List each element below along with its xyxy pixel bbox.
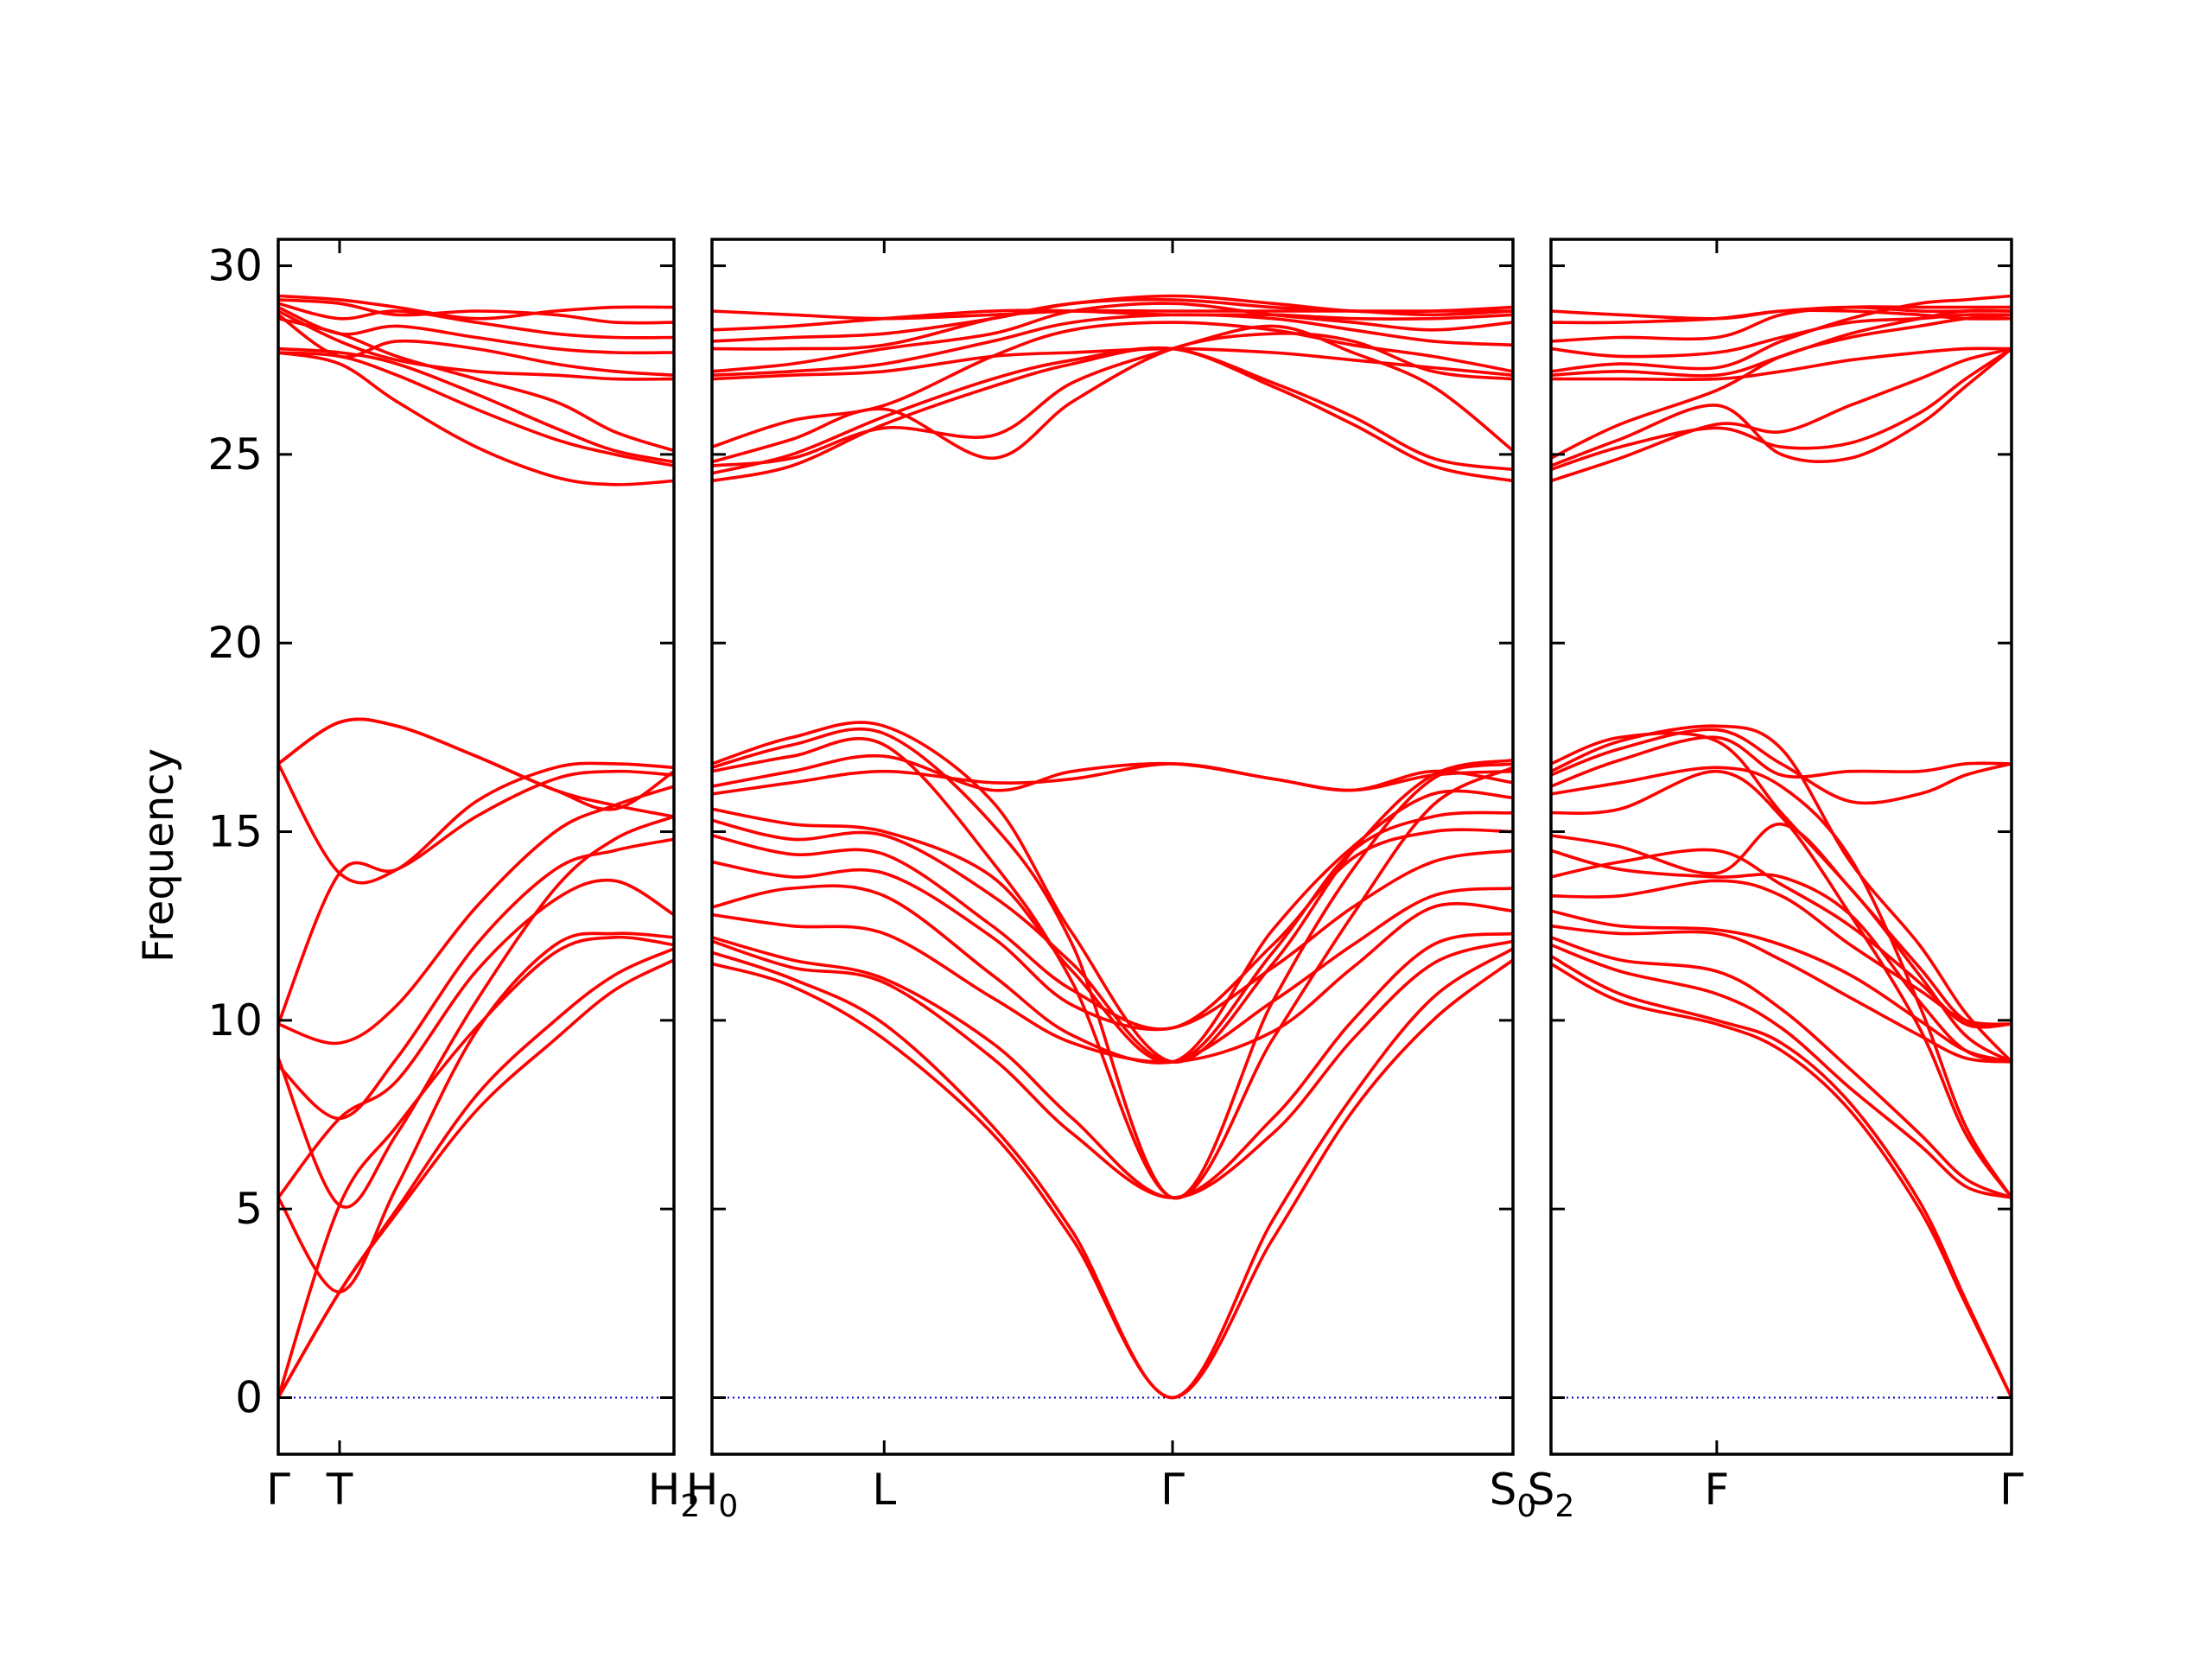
band-line-5 <box>1551 924 2012 1064</box>
band-line-27 <box>712 308 1513 321</box>
band-line-21 <box>712 346 1513 381</box>
x-tick-label: Γ <box>1160 1465 1185 1515</box>
band-line-22 <box>278 294 674 321</box>
x-tick-label: F <box>1704 1465 1729 1515</box>
band-line-18 <box>712 324 1513 467</box>
band-line-6 <box>712 884 1513 1065</box>
band-line-11 <box>712 762 1513 796</box>
y-tick-label: 30 <box>207 241 263 291</box>
y-tick-label: 25 <box>207 429 263 480</box>
band-line-9 <box>1551 849 2012 1064</box>
band-line-19 <box>278 305 674 355</box>
band-line-2 <box>1551 954 2012 1400</box>
band-line-5 <box>712 902 1513 1064</box>
panel-frame <box>710 238 1515 1456</box>
y-tick-labels: 0 5 10 15 20 25 30 <box>207 241 263 1423</box>
y-tick-label: 15 <box>207 807 263 857</box>
panel-frame <box>276 238 676 1456</box>
x-tick-label: Γ <box>266 1465 290 1515</box>
band-line-9 <box>278 769 674 1026</box>
panel-3: S2 F Γ <box>1528 238 2024 1524</box>
x-tick-label: T <box>326 1465 353 1515</box>
band-curves <box>278 294 674 1400</box>
panel-1: Γ T H2 <box>266 238 700 1524</box>
band-line-26 <box>712 308 1513 332</box>
band-line-3 <box>1551 943 2012 1199</box>
x-tick-label: L <box>872 1465 896 1515</box>
band-line-2 <box>278 947 674 1400</box>
band-line-10 <box>278 761 674 885</box>
band-line-12 <box>1551 766 2012 1199</box>
band-line-3 <box>278 935 674 1400</box>
band-line-13 <box>712 737 1513 1200</box>
x-tick-label: H0 <box>686 1465 739 1524</box>
y-tick-label: 20 <box>207 618 263 668</box>
band-line-4 <box>1551 936 2012 1199</box>
band-line-18 <box>1551 346 2012 472</box>
y-tick-label: 5 <box>235 1184 263 1234</box>
band-line-9 <box>712 810 1513 1064</box>
band-line-1 <box>1551 962 2012 1400</box>
band-line-5 <box>278 878 674 1199</box>
band-line-1 <box>712 958 1513 1400</box>
x-tick-label-subscript: 0 <box>1516 1489 1536 1524</box>
y-tick-label: 0 <box>235 1373 263 1423</box>
x-tick-label: Γ <box>1999 1465 2024 1515</box>
band-line-22 <box>712 313 1513 377</box>
band-line-12 <box>278 717 674 811</box>
y-axis-label: Frequency <box>135 748 183 963</box>
band-line-17 <box>278 309 674 381</box>
band-line-6 <box>1551 909 2012 1064</box>
band-line-15 <box>1551 724 2012 1064</box>
band-line-12 <box>712 753 1513 792</box>
band-line-7 <box>712 849 1513 1032</box>
band-line-4 <box>712 931 1513 1199</box>
band-curves <box>712 294 1513 1400</box>
band-line-14 <box>712 727 1513 1200</box>
band-line-16 <box>1551 731 2012 1027</box>
band-line-19 <box>1551 346 2012 467</box>
band-line-20 <box>278 302 674 340</box>
x-tick-label-subscript: 2 <box>1554 1489 1574 1524</box>
band-line-20 <box>712 321 1513 448</box>
band-line-21 <box>278 298 674 325</box>
band-line-13 <box>1551 735 2012 788</box>
band-line-24 <box>1551 313 2012 359</box>
band-line-22 <box>1551 308 2012 378</box>
y-tick-label: 10 <box>207 995 263 1046</box>
band-curves <box>1551 294 2012 1400</box>
band-line-11 <box>1551 769 2012 1199</box>
band-line-6 <box>278 837 674 1121</box>
band-line-3 <box>712 939 1513 1199</box>
band-line-10 <box>712 789 1513 1065</box>
band-line-2 <box>712 947 1513 1400</box>
x-tick-label-subscript: 2 <box>680 1489 700 1524</box>
band-line-8 <box>278 785 674 1046</box>
panel-frame <box>1549 238 2013 1456</box>
band-line-21 <box>1551 346 2012 382</box>
band-line-8 <box>1551 848 2012 1029</box>
band-line-14 <box>278 351 674 467</box>
band-line-13 <box>278 351 674 486</box>
band-line-27 <box>1551 305 2012 321</box>
x-tick-label-subscript: 0 <box>718 1489 738 1524</box>
band-line-18 <box>278 313 674 377</box>
panel-2: H0 L Γ S0 <box>686 238 1536 1524</box>
band-line-15 <box>712 721 1513 1064</box>
band-line-4 <box>278 931 674 1294</box>
band-line-7 <box>278 815 674 1209</box>
band-line-19 <box>712 332 1513 464</box>
band-line-15 <box>278 346 674 464</box>
band-line-17 <box>1551 346 2012 483</box>
band-line-23 <box>712 302 1513 373</box>
